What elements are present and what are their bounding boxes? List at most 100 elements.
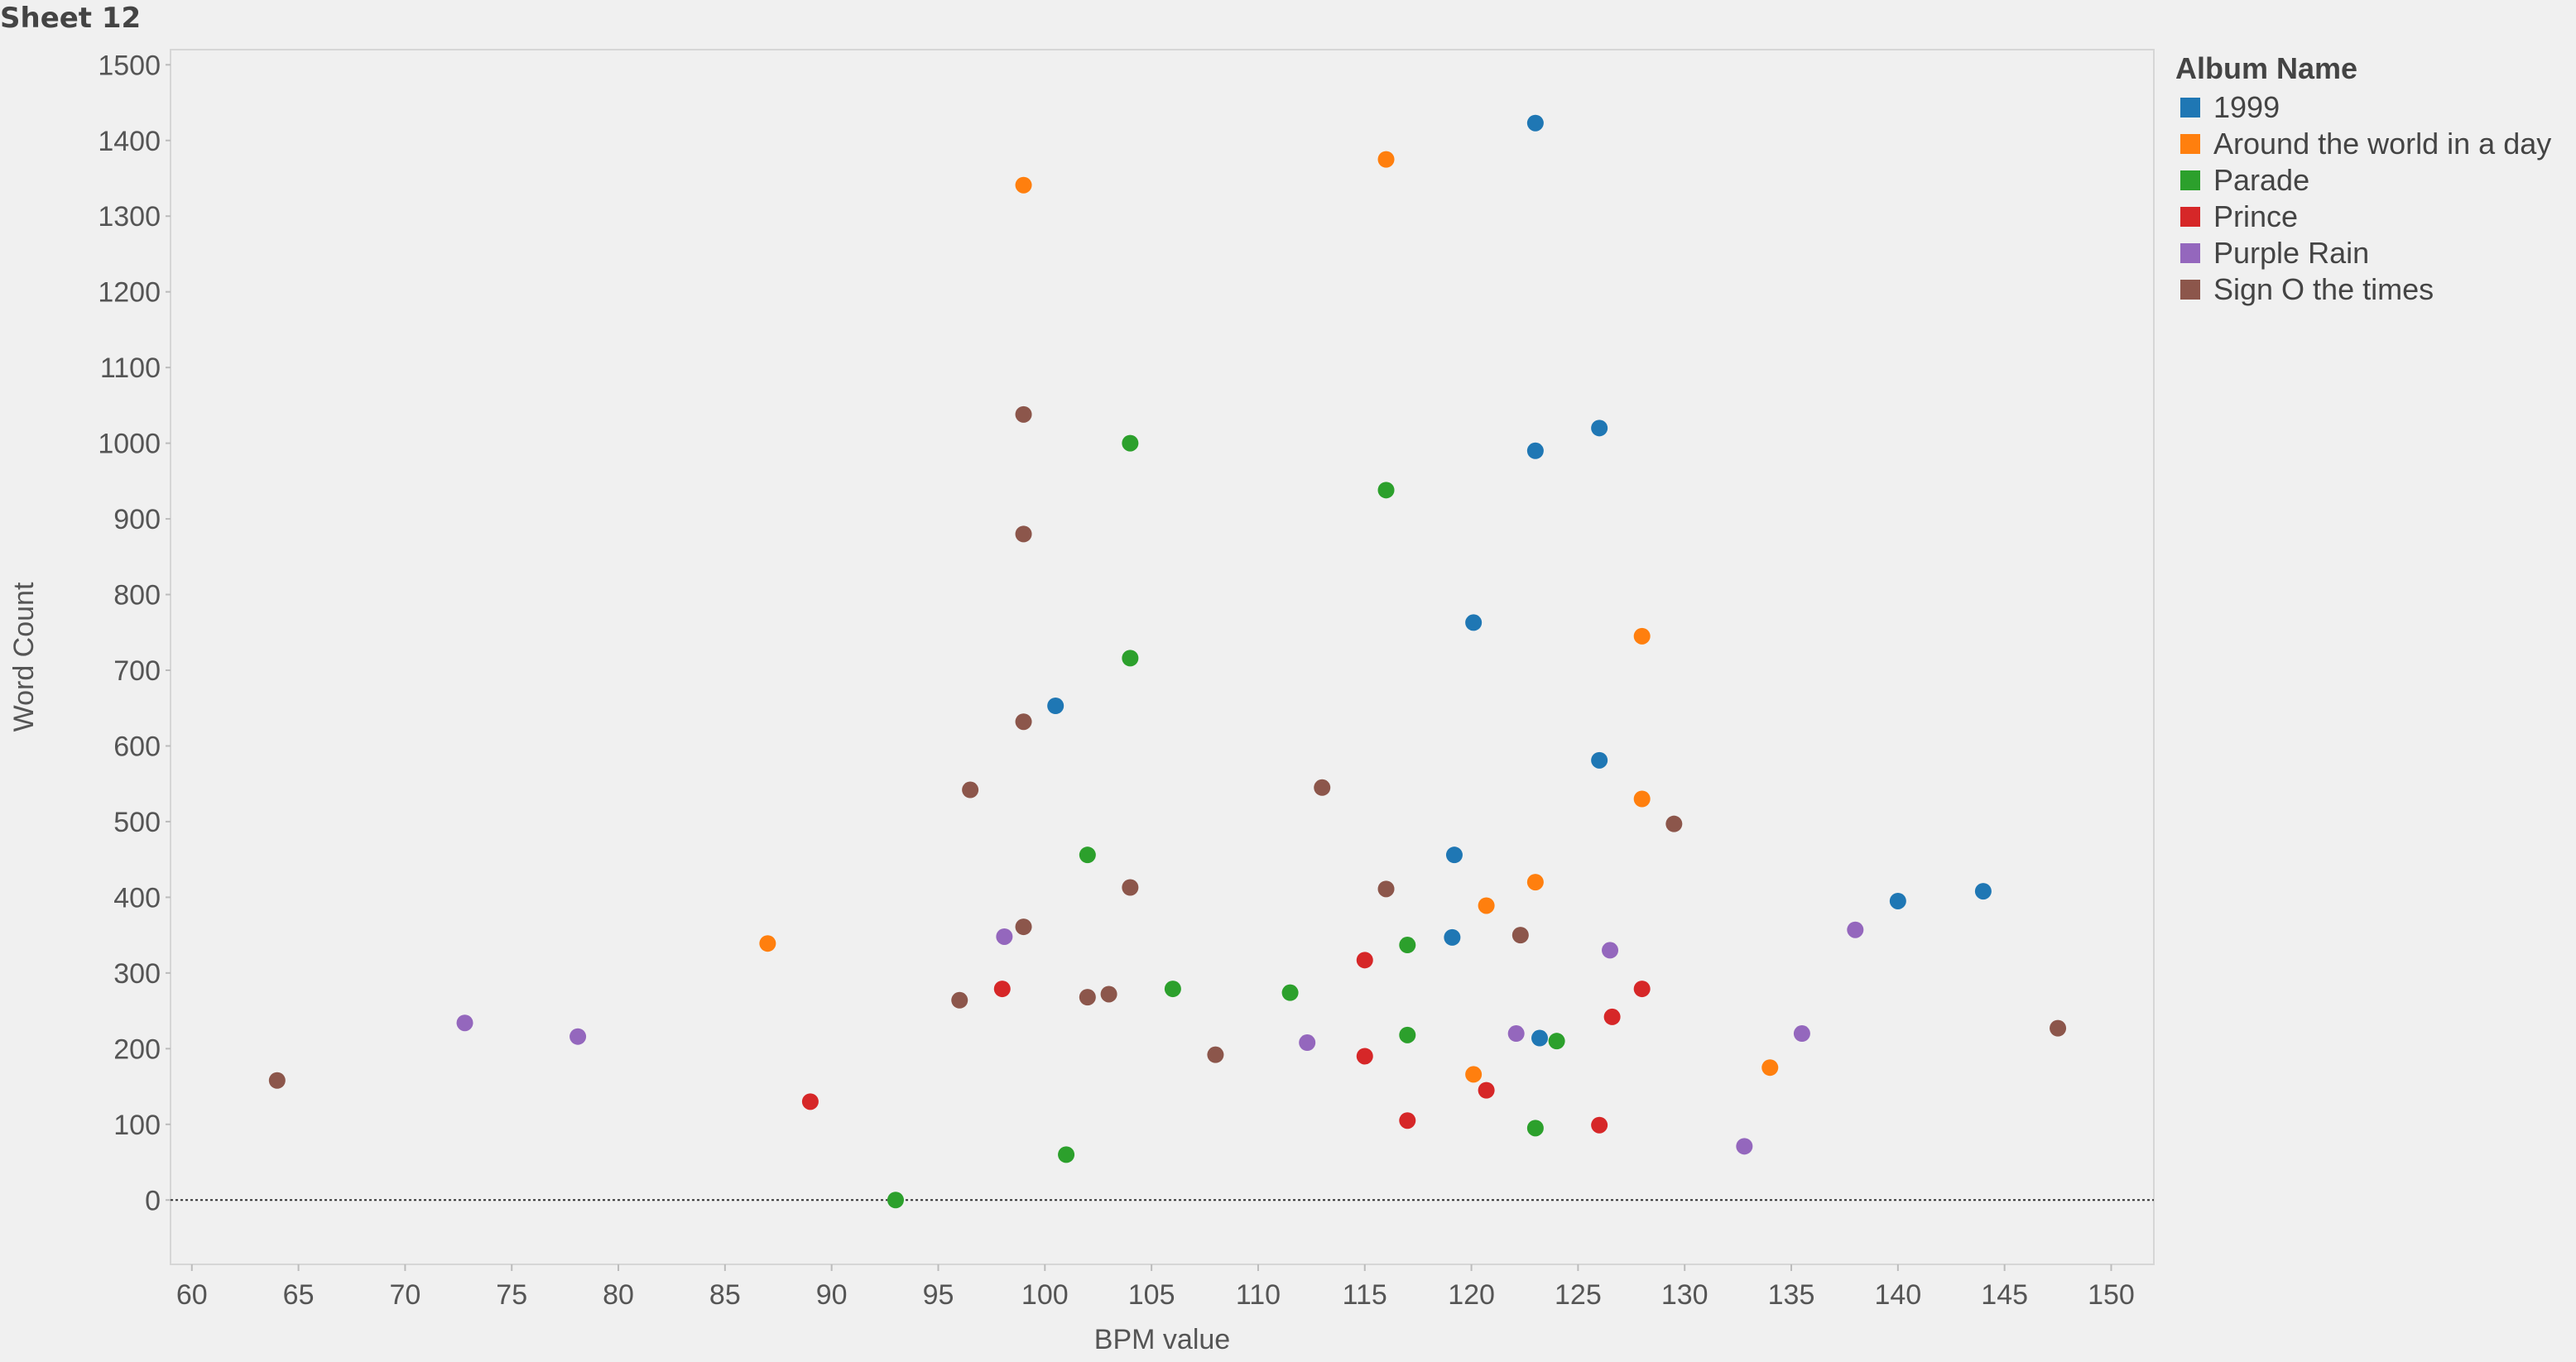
data-point[interactable] (1299, 1034, 1316, 1052)
data-point[interactable] (1591, 751, 1608, 769)
x-tick-label: 125 (1555, 1279, 1602, 1311)
data-point[interactable] (1847, 921, 1864, 938)
data-point[interactable] (1377, 151, 1395, 168)
x-tick-label: 65 (283, 1279, 315, 1311)
y-tick-label: 1000 (98, 429, 161, 460)
data-point[interactable] (1974, 883, 1992, 900)
data-point[interactable] (1015, 405, 1032, 423)
data-point[interactable] (1015, 176, 1032, 194)
data-point[interactable] (1281, 984, 1299, 1001)
legend-swatch (2180, 280, 2200, 300)
data-point[interactable] (1511, 927, 1529, 944)
data-point[interactable] (1507, 1025, 1525, 1043)
data-point[interactable] (1526, 442, 1544, 459)
data-point[interactable] (1526, 1120, 1544, 1137)
data-point[interactable] (1399, 1112, 1416, 1129)
data-point[interactable] (1889, 892, 1906, 909)
data-point[interactable] (1164, 981, 1181, 998)
data-point[interactable] (2050, 1019, 2067, 1037)
data-point[interactable] (1122, 650, 1139, 667)
y-tick-label: 0 (145, 1185, 161, 1216)
data-point[interactable] (1122, 879, 1139, 896)
data-point[interactable] (951, 991, 968, 1009)
data-point[interactable] (759, 935, 776, 952)
data-point[interactable] (1665, 815, 1683, 832)
data-point[interactable] (996, 928, 1013, 945)
y-tick-label: 1500 (98, 50, 161, 81)
y-tick-label: 100 (113, 1110, 161, 1141)
data-point[interactable] (1633, 981, 1651, 998)
legend-item[interactable]: Purple Rain (2175, 235, 2551, 271)
data-point[interactable] (1207, 1046, 1224, 1063)
data-point[interactable] (801, 1093, 819, 1110)
y-tick-label: 1400 (98, 126, 161, 157)
data-point[interactable] (1314, 779, 1331, 796)
data-point[interactable] (570, 1028, 587, 1045)
legend-title: Album Name (2175, 51, 2358, 85)
legend-label: Purple Rain (2213, 236, 2370, 270)
data-point[interactable] (1079, 846, 1096, 864)
legend-item[interactable]: Around the world in a day (2175, 126, 2551, 162)
y-tick-label: 400 (113, 882, 161, 914)
data-point[interactable] (1015, 713, 1032, 731)
data-point[interactable] (1633, 627, 1651, 645)
data-point[interactable] (1079, 989, 1096, 1006)
y-tick-label: 700 (113, 655, 161, 687)
x-tick-label: 105 (1128, 1279, 1175, 1311)
legend-item[interactable]: Sign O the times (2175, 271, 2551, 308)
data-point[interactable] (1526, 874, 1544, 891)
data-point[interactable] (1526, 114, 1544, 132)
data-point[interactable] (887, 1192, 904, 1209)
x-tick-label: 100 (1021, 1279, 1069, 1311)
data-point[interactable] (1478, 897, 1495, 914)
data-point[interactable] (993, 981, 1011, 998)
data-point[interactable] (1793, 1025, 1810, 1043)
data-point[interactable] (1736, 1138, 1753, 1155)
data-point[interactable] (1591, 420, 1608, 437)
data-point[interactable] (1603, 1008, 1621, 1025)
data-point[interactable] (1377, 880, 1395, 898)
data-point[interactable] (1015, 918, 1032, 936)
data-point[interactable] (456, 1014, 473, 1032)
y-tick-label: 200 (113, 1033, 161, 1065)
data-point[interactable] (1591, 1116, 1608, 1134)
x-tick-label: 120 (1448, 1279, 1495, 1311)
y-tick-label: 600 (113, 731, 161, 762)
legend-label: 1999 (2213, 90, 2280, 124)
data-point[interactable] (1047, 697, 1065, 714)
legend-swatch (2180, 170, 2200, 190)
data-point[interactable] (1602, 942, 1619, 959)
data-point[interactable] (1531, 1029, 1549, 1047)
data-point[interactable] (1015, 525, 1032, 543)
data-point[interactable] (962, 781, 979, 798)
x-tick-label: 70 (389, 1279, 421, 1311)
data-point[interactable] (1377, 482, 1395, 499)
data-point[interactable] (1100, 986, 1117, 1003)
data-point[interactable] (1399, 937, 1416, 954)
data-point[interactable] (1548, 1033, 1565, 1050)
x-tick-label: 95 (923, 1279, 954, 1311)
data-point[interactable] (1465, 1066, 1483, 1083)
legend-swatch (2180, 98, 2200, 117)
x-tick-label: 85 (709, 1279, 741, 1311)
data-point[interactable] (1444, 928, 1461, 946)
data-point[interactable] (1478, 1081, 1495, 1099)
data-point[interactable] (1761, 1059, 1779, 1077)
legend-item[interactable]: Prince (2175, 199, 2551, 235)
data-point[interactable] (268, 1072, 286, 1089)
data-point[interactable] (1399, 1026, 1416, 1043)
data-point[interactable] (1465, 614, 1483, 631)
data-point[interactable] (1122, 434, 1139, 452)
data-point[interactable] (1445, 846, 1463, 864)
x-tick-label: 75 (496, 1279, 527, 1311)
data-point[interactable] (1356, 1048, 1373, 1065)
data-point[interactable] (1058, 1146, 1075, 1163)
x-tick-label: 80 (603, 1279, 634, 1311)
data-point[interactable] (1356, 952, 1373, 969)
y-tick-label: 800 (113, 580, 161, 611)
data-point[interactable] (1633, 790, 1651, 808)
plot-area (170, 49, 2155, 1265)
legend-item[interactable]: Parade (2175, 162, 2551, 199)
legend-item[interactable]: 1999 (2175, 89, 2551, 126)
